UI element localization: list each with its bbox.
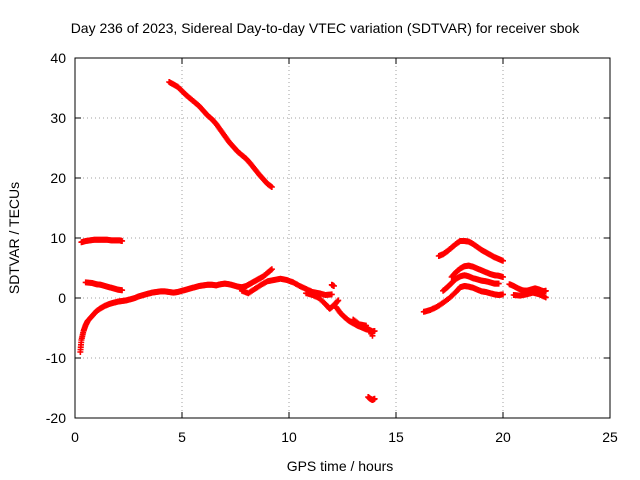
- series-seg11: [420, 283, 506, 315]
- series-seg9: [350, 316, 376, 339]
- tick-labels: 0 5 10 15 20 25 -20 -10 0 10 20 30 40: [46, 50, 618, 445]
- series-seg16: [510, 289, 549, 301]
- y-tick-label: 20: [50, 170, 66, 186]
- data-point: [495, 280, 502, 287]
- data-point: [542, 294, 549, 301]
- series-seg1: [77, 266, 275, 355]
- data-point: [500, 274, 506, 280]
- data-point: [328, 291, 335, 298]
- x-tick-label: 25: [602, 429, 618, 445]
- data-point: [268, 266, 275, 273]
- data-point: [119, 238, 126, 244]
- y-tick-label: 0: [58, 290, 66, 306]
- data-point: [500, 291, 506, 298]
- series-seg4: [166, 79, 275, 190]
- series-seg3: [78, 236, 126, 246]
- y-tick-label: -20: [46, 410, 66, 426]
- x-tick-label: 5: [178, 429, 186, 445]
- series-seg10: [365, 394, 378, 403]
- grid-lines: [75, 58, 610, 418]
- data-point: [119, 287, 126, 294]
- data-point: [500, 257, 506, 264]
- data-point: [335, 297, 342, 304]
- data-point: [542, 287, 549, 294]
- data-point: [371, 395, 378, 402]
- series-seg12: [440, 272, 502, 294]
- data-point: [268, 184, 275, 190]
- y-axis-label: SDTVAR / TECUs: [6, 182, 22, 294]
- series-seg7: [328, 281, 337, 289]
- x-axis-label: GPS time / hours: [287, 458, 394, 474]
- x-tick-label: 20: [495, 429, 511, 445]
- y-tick-label: 40: [50, 50, 66, 66]
- series-seg6: [303, 290, 342, 312]
- data-point: [334, 298, 341, 305]
- data-points: [77, 79, 549, 403]
- chart-title: Day 236 of 2023, Sidereal Day-to-day VTE…: [71, 20, 581, 36]
- x-tick-label: 0: [71, 429, 79, 445]
- series-seg2: [82, 279, 126, 294]
- series-seg13: [448, 262, 506, 280]
- y-tick-label: 10: [50, 230, 66, 246]
- series-seg14: [435, 238, 506, 264]
- series-seg15: [506, 281, 549, 295]
- data-point: [330, 283, 337, 289]
- y-tick-label: -10: [46, 350, 66, 366]
- x-tick-label: 10: [281, 429, 297, 445]
- x-tick-label: 15: [388, 429, 404, 445]
- y-tick-label: 30: [50, 110, 66, 126]
- axis-ticks: [74, 57, 611, 419]
- data-point: [369, 332, 376, 339]
